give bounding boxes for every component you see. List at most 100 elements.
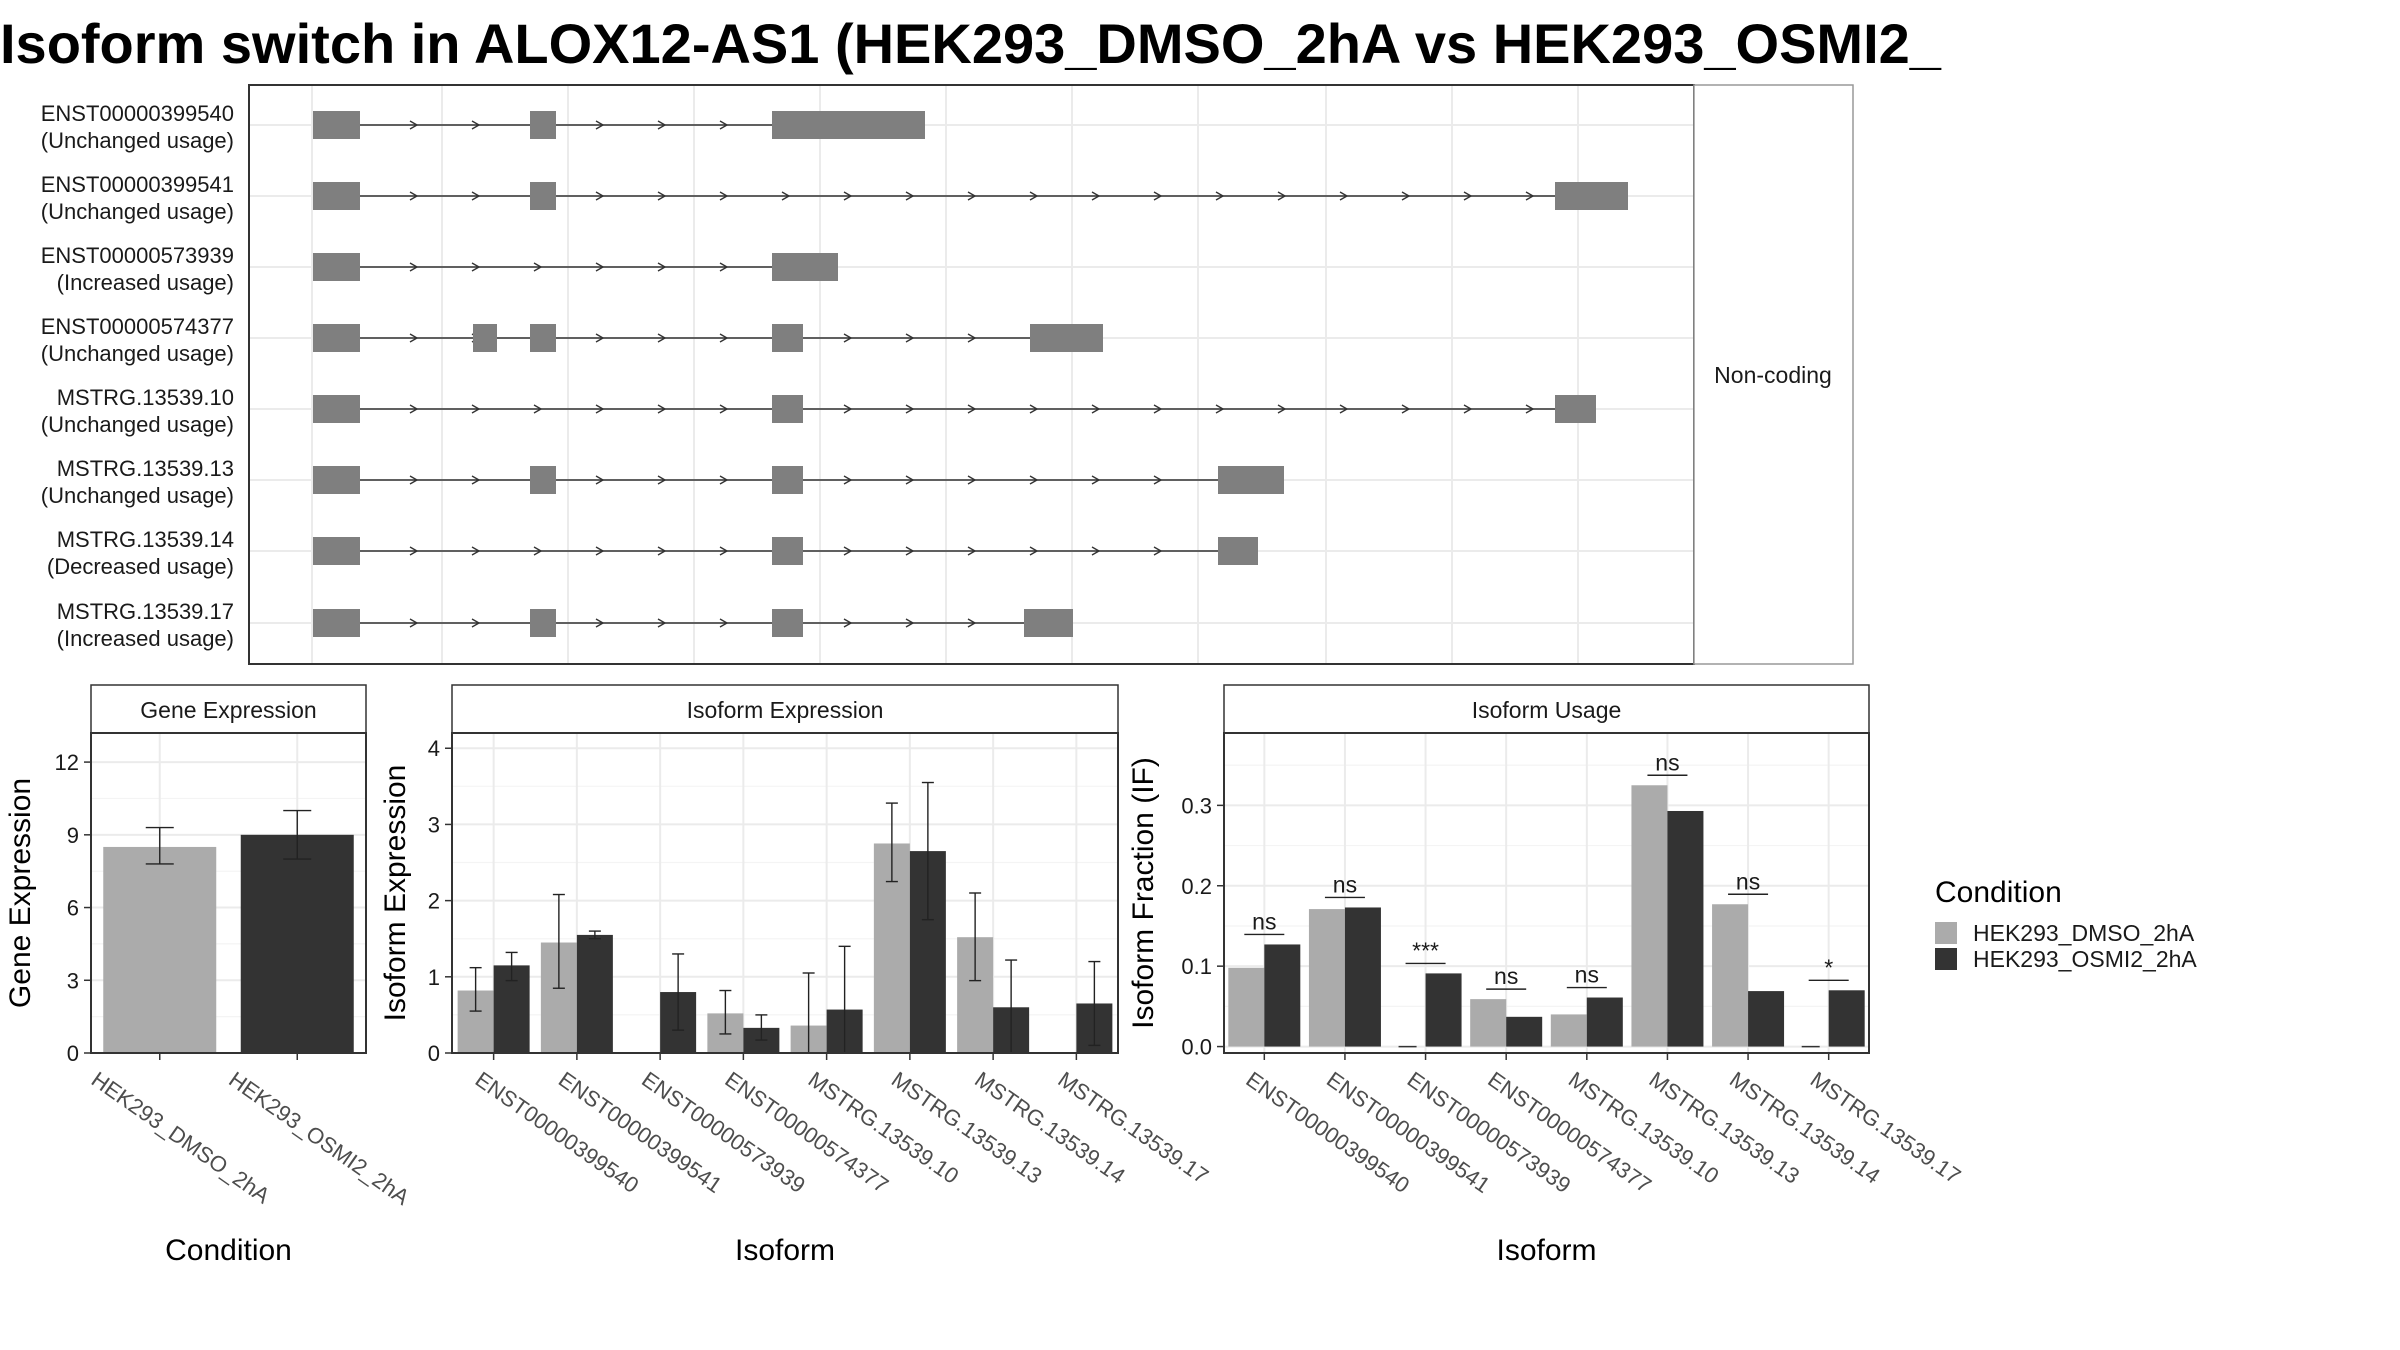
intron-arrow bbox=[719, 618, 729, 628]
bar bbox=[1667, 810, 1704, 1047]
y-tick-label: 2 bbox=[428, 889, 440, 914]
exon-block bbox=[1218, 466, 1284, 494]
intron-arrow bbox=[1153, 191, 1163, 201]
x-axis-title: Condition bbox=[165, 1234, 292, 1267]
structure-panel bbox=[249, 85, 1694, 664]
intron-arrow bbox=[1277, 404, 1287, 414]
y-tick-label: 3 bbox=[67, 968, 79, 993]
intron-arrow bbox=[657, 191, 667, 201]
intron-arrow bbox=[843, 333, 853, 343]
intron-arrow bbox=[409, 191, 419, 201]
bar bbox=[240, 834, 354, 1053]
transcript-usage-label: (Unchanged usage) bbox=[41, 128, 234, 153]
intron-arrow bbox=[409, 618, 419, 628]
x-axis-title: Isoform bbox=[735, 1234, 835, 1267]
exon-block bbox=[772, 111, 925, 139]
intron-arrow bbox=[719, 404, 729, 414]
intron-arrow bbox=[471, 475, 481, 485]
intron-arrow bbox=[595, 191, 605, 201]
y-tick-label: 12 bbox=[55, 750, 79, 775]
intron-arrow bbox=[595, 262, 605, 272]
exon-block bbox=[530, 111, 556, 139]
intron-arrow bbox=[719, 262, 729, 272]
structure-strip-label: Non-coding bbox=[1714, 362, 1832, 388]
intron-arrow bbox=[471, 191, 481, 201]
exon-block bbox=[313, 182, 360, 210]
intron-arrow bbox=[905, 475, 915, 485]
transcript-usage-label: (Unchanged usage) bbox=[41, 341, 234, 366]
intron-arrow bbox=[1091, 404, 1101, 414]
legend-label: HEK293_DMSO_2hA bbox=[1973, 920, 2195, 946]
y-tick-label: 0 bbox=[67, 1041, 79, 1066]
intron-arrow bbox=[657, 546, 667, 556]
intron-arrow bbox=[657, 475, 667, 485]
intron-arrow bbox=[657, 333, 667, 343]
intron-arrow bbox=[905, 546, 915, 556]
x-axis-title: Isoform bbox=[1496, 1234, 1596, 1267]
x-tick-label: MSTRG.13539.17 bbox=[1054, 1067, 1214, 1189]
legend-title: Condition bbox=[1935, 876, 2062, 909]
intron-arrow bbox=[1029, 546, 1039, 556]
intron-arrow bbox=[533, 546, 543, 556]
significance-label: ns bbox=[1333, 871, 1357, 897]
y-tick-label: 1 bbox=[428, 965, 440, 990]
exon-block bbox=[473, 324, 497, 352]
intron-arrow bbox=[595, 475, 605, 485]
intron-arrow bbox=[471, 120, 481, 130]
y-tick-label: 3 bbox=[428, 812, 440, 837]
intron-arrow bbox=[1401, 404, 1411, 414]
exon-block bbox=[772, 324, 803, 352]
exon-block bbox=[772, 537, 803, 565]
exon-block bbox=[772, 466, 803, 494]
intron-arrow bbox=[657, 404, 667, 414]
intron-arrow bbox=[843, 404, 853, 414]
y-tick-label: 4 bbox=[428, 736, 440, 761]
exon-block bbox=[772, 395, 803, 423]
panel-strip-title: Isoform Usage bbox=[1472, 697, 1622, 723]
legend-swatch bbox=[1935, 948, 1957, 970]
panel-strip bbox=[451, 684, 1119, 734]
transcript-usage-label: (Unchanged usage) bbox=[41, 483, 234, 508]
intron-arrow bbox=[1339, 191, 1349, 201]
intron-arrow bbox=[967, 333, 977, 343]
bar bbox=[1308, 909, 1345, 1047]
bar bbox=[1586, 997, 1623, 1047]
panel-strip-title: Gene Expression bbox=[140, 697, 316, 723]
intron-arrow bbox=[409, 404, 419, 414]
bar bbox=[1828, 990, 1865, 1047]
intron-arrow bbox=[967, 546, 977, 556]
transcript-id-label: MSTRG.13539.14 bbox=[57, 527, 234, 552]
intron-arrow bbox=[533, 404, 543, 414]
intron-arrow bbox=[1029, 404, 1039, 414]
intron-arrow bbox=[595, 618, 605, 628]
intron-arrow bbox=[595, 404, 605, 414]
transcript-id-label: ENST00000399540 bbox=[41, 101, 234, 126]
bar bbox=[1470, 999, 1507, 1047]
y-axis-title: Isoform Fraction (IF) bbox=[1127, 757, 1160, 1029]
intron-arrow bbox=[719, 191, 729, 201]
intron-arrow bbox=[1215, 404, 1225, 414]
significance-label: ns bbox=[1736, 868, 1760, 894]
exon-block bbox=[313, 111, 360, 139]
intron-arrow bbox=[533, 262, 543, 272]
intron-arrow bbox=[1153, 404, 1163, 414]
x-tick-label: MSTRG.13539.13 bbox=[887, 1067, 1047, 1189]
y-tick-label: 0.0 bbox=[1181, 1035, 1212, 1060]
y-tick-label: 0.1 bbox=[1181, 954, 1212, 979]
intron-arrow bbox=[1091, 475, 1101, 485]
exon-block bbox=[1030, 324, 1103, 352]
transcript-id-label: ENST00000573939 bbox=[41, 243, 234, 268]
intron-arrow bbox=[1029, 475, 1039, 485]
intron-arrow bbox=[1525, 191, 1535, 201]
panel-strip-title: Isoform Expression bbox=[687, 697, 884, 723]
transcript-id-label: MSTRG.13539.13 bbox=[57, 456, 234, 481]
exon-block bbox=[530, 182, 556, 210]
exon-block bbox=[772, 253, 838, 281]
bar bbox=[1712, 904, 1749, 1047]
exon-block bbox=[530, 609, 556, 637]
intron-arrow bbox=[843, 546, 853, 556]
y-tick-label: 0.2 bbox=[1181, 874, 1212, 899]
figure-title: Isoform switch in ALOX12-AS1 (HEK293_DMS… bbox=[0, 12, 1941, 75]
intron-arrow bbox=[409, 546, 419, 556]
y-tick-label: 6 bbox=[67, 896, 79, 921]
